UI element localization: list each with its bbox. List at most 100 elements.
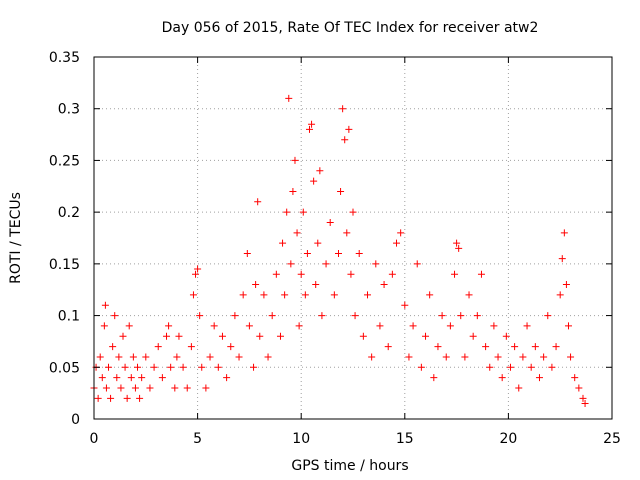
data-point <box>564 322 572 330</box>
data-point <box>194 265 202 273</box>
data-point <box>314 239 322 247</box>
x-tick-label: 20 <box>499 431 517 447</box>
data-point <box>318 312 326 320</box>
data-point <box>285 94 293 102</box>
data-point <box>473 312 481 320</box>
data-point <box>183 384 191 392</box>
data-point <box>552 343 560 351</box>
data-point <box>134 363 142 371</box>
data-point <box>376 322 384 330</box>
data-point <box>293 229 301 237</box>
data-point <box>457 312 465 320</box>
data-point <box>461 353 469 361</box>
data-point <box>364 291 372 299</box>
data-point <box>202 384 210 392</box>
data-point <box>96 353 104 361</box>
x-tick-label: 10 <box>292 431 310 447</box>
data-point <box>94 394 102 402</box>
data-point <box>198 363 206 371</box>
x-tick-label: 0 <box>90 431 99 447</box>
data-point <box>579 394 587 402</box>
data-point <box>384 343 392 351</box>
data-point <box>477 270 485 278</box>
data-point <box>102 384 110 392</box>
data-point <box>281 291 289 299</box>
x-axis-title: GPS time / hours <box>291 458 408 474</box>
data-point <box>138 374 146 382</box>
data-point <box>189 291 197 299</box>
data-point <box>540 353 548 361</box>
plot-frame <box>93 56 613 420</box>
data-point <box>453 239 461 247</box>
data-point <box>113 374 121 382</box>
data-point <box>426 291 434 299</box>
data-point <box>523 322 531 330</box>
data-point <box>442 353 450 361</box>
data-point <box>486 363 494 371</box>
data-point <box>368 353 376 361</box>
data-point <box>109 343 117 351</box>
data-point <box>136 394 144 402</box>
data-point <box>562 281 570 289</box>
y-tick-label: 0.15 <box>49 257 80 273</box>
data-point <box>227 343 235 351</box>
data-point <box>154 343 162 351</box>
y-tick-label: 0 <box>71 412 80 428</box>
data-point <box>558 255 566 263</box>
data-point <box>349 208 357 216</box>
data-point <box>264 353 272 361</box>
data-point <box>192 270 200 278</box>
data-point <box>268 312 276 320</box>
y-tick-label: 0.3 <box>58 102 80 118</box>
data-point <box>297 270 305 278</box>
data-point <box>98 374 106 382</box>
data-point <box>206 353 214 361</box>
data-point <box>163 332 171 340</box>
data-point <box>372 260 380 268</box>
data-point <box>279 239 287 247</box>
data-point <box>575 384 583 392</box>
data-point <box>490 322 498 330</box>
data-point <box>337 187 345 195</box>
data-point <box>310 177 318 185</box>
data-point <box>413 260 421 268</box>
y-tick-label: 0.25 <box>49 153 80 169</box>
data-point <box>434 343 442 351</box>
data-point <box>303 250 311 258</box>
data-point <box>239 291 247 299</box>
data-point <box>187 343 195 351</box>
data-point <box>393 239 401 247</box>
data-point <box>254 198 262 206</box>
data-point <box>519 353 527 361</box>
data-point <box>291 156 299 164</box>
data-point <box>158 374 166 382</box>
data-point <box>276 332 284 340</box>
chart-title: Day 056 of 2015, Rate Of TEC Index for r… <box>162 20 539 36</box>
data-point <box>527 363 535 371</box>
y-tick-label: 0.05 <box>49 360 80 376</box>
data-point <box>127 374 135 382</box>
x-tick-label: 5 <box>193 431 202 447</box>
data-point <box>165 322 173 330</box>
data-point <box>455 244 463 252</box>
data-point <box>498 374 506 382</box>
y-tick-label: 0.35 <box>49 50 80 66</box>
data-point <box>179 363 187 371</box>
data-points <box>90 94 589 407</box>
data-point <box>115 353 123 361</box>
data-point <box>223 374 231 382</box>
data-point <box>131 384 139 392</box>
data-point <box>347 270 355 278</box>
data-point <box>245 322 253 330</box>
data-point <box>196 312 204 320</box>
data-point <box>355 250 363 258</box>
data-point <box>446 322 454 330</box>
data-point <box>482 343 490 351</box>
data-point <box>121 363 129 371</box>
data-point <box>301 291 309 299</box>
data-point <box>214 363 222 371</box>
data-point <box>142 353 150 361</box>
data-point <box>260 291 268 299</box>
data-point <box>175 332 183 340</box>
data-point <box>272 270 280 278</box>
